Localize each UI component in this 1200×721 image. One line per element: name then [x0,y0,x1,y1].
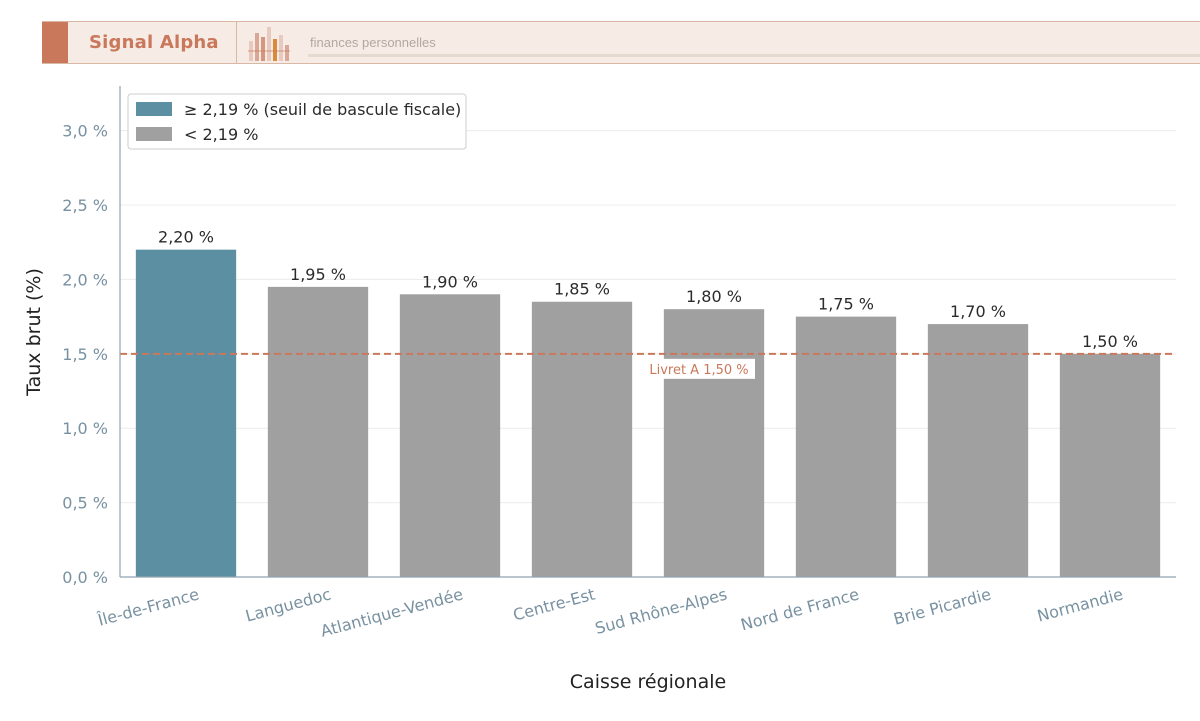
bars [135,249,1161,577]
axes [119,86,1176,578]
x-tick-label: Normandie [1035,585,1125,626]
tagline: finances personnelles [310,35,436,50]
bar-0 [135,249,237,577]
bar-value-label: 2,20 % [158,228,214,247]
y-tick-label: 3,0 % [62,122,108,141]
x-axis-title: Caisse régionale [570,671,726,693]
reference-line-label: Livret A 1,50 % [649,363,748,378]
brand-name: Signal Alpha [89,32,219,53]
bar-6 [927,324,1029,577]
bar-value-label: 1,70 % [950,302,1006,321]
x-tick-label: Sud Rhône-Alpes [593,585,729,638]
x-tick-label: Centre-Est [511,585,597,625]
legend-swatch-above [136,102,172,116]
bar-4 [663,309,765,577]
bar-7 [1059,353,1161,577]
site-header: Signal Alpha finances personnelles [42,21,1200,64]
brand-color-block [42,22,68,63]
bar-value-label: 1,95 % [290,265,346,284]
legend: ≥ 2,19 % (seuil de bascule fiscale) < 2,… [127,93,467,150]
x-tick-label: Brie Picardie [892,585,994,629]
bar-value-label: 1,75 % [818,295,874,314]
y-tick-label: 1,0 % [62,419,108,438]
header-divider [236,22,237,63]
bar-value-label: 1,80 % [686,287,742,306]
reference-line-group: Livret A 1,50 % [120,352,1176,379]
y-tick-label: 2,0 % [62,270,108,289]
x-tick-label: Atlantique-Vendée [319,585,465,641]
bar-value-label: 1,85 % [554,280,610,299]
bar-3 [531,301,633,577]
tagline-rule [308,54,1200,57]
y-tick-label: 2,5 % [62,196,108,215]
bar-2 [399,294,501,577]
legend-label-above: ≥ 2,19 % (seuil de bascule fiscale) [184,100,461,119]
x-tick-label: Nord de France [739,585,861,635]
bar-1 [267,286,369,577]
y-tick-label: 1,5 % [62,345,108,364]
bar-chart-logo-icon [248,27,290,61]
reference-label-background [643,358,755,379]
y-axis-title: Taux brut (%) [23,268,45,397]
bar-value-label: 1,90 % [422,272,478,291]
legend-frame [127,93,467,150]
legend-label-below: < 2,19 % [184,125,258,144]
legend-swatch-below [136,127,172,141]
bar-value-label: 1,50 % [1082,332,1138,351]
bar-5 [795,316,897,577]
x-tick-label: Languedoc [243,585,333,626]
y-tick-label: 0,0 % [62,568,108,587]
y-tick-label: 0,5 % [62,494,108,513]
x-tick-label: Île-de-France [95,585,201,630]
